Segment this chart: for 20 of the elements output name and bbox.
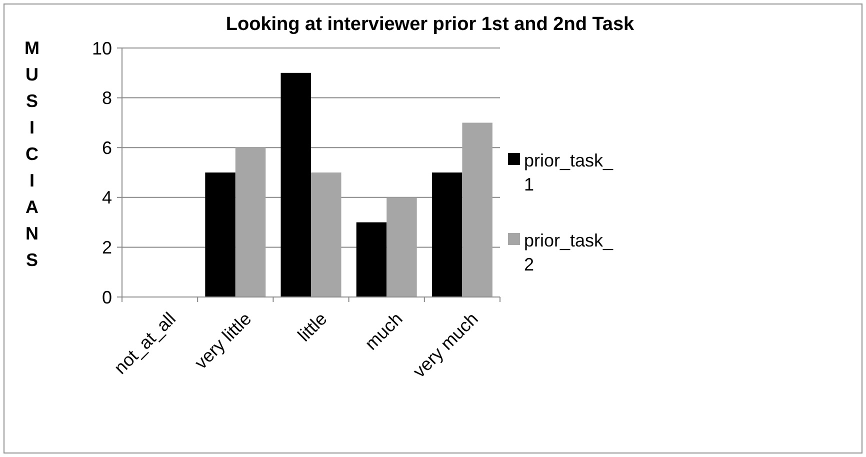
y-tick-label: 2 [102,238,112,258]
y-tick-label: 6 [102,138,112,158]
x-tick-label: very little [190,308,256,373]
bar [432,172,462,297]
text: MUSICIANS [24,38,40,270]
bar [462,122,492,297]
chart-title: Looking at interviewer prior 1st and 2nd Task [226,14,635,35]
bar [205,172,236,297]
legend-label: prior_task_2 [524,230,614,274]
bar [235,148,266,297]
bar [311,172,342,297]
y-tick-label: 10 [92,38,112,58]
x-tick-label: little [294,308,331,346]
y-tick-label: 4 [102,188,112,208]
bar [280,72,311,297]
legend-label: prior_task_1 [524,150,614,194]
bar [356,222,387,297]
bar [386,197,417,297]
y-tick-label: 8 [102,88,112,108]
y-tick-label: 0 [102,287,112,308]
